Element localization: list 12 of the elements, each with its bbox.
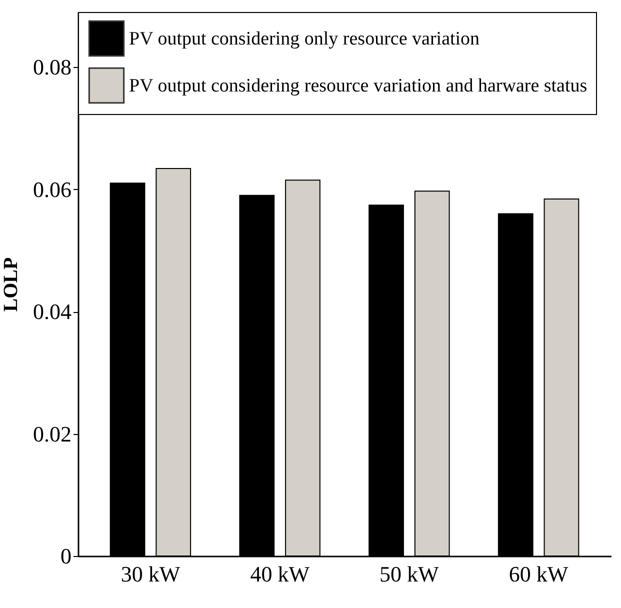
y-tick-label: 0.06: [33, 176, 72, 202]
y-axis-title: LOLP: [0, 257, 22, 312]
x-tick-label: 40 kW: [250, 562, 310, 586]
legend-label: PV output considering resource variation and harware status: [129, 76, 588, 96]
legend-label: PV output considering only resource variation: [129, 28, 480, 50]
x-tick-label: 30 kW: [120, 562, 180, 586]
y-tick-label: 0.02: [33, 421, 72, 446]
x-tick-label: 50 kW: [380, 562, 440, 586]
x-tick-label: 60 kW: [508, 562, 568, 586]
y-tick-label: 0.04: [33, 299, 72, 324]
y-tick-label: 0.08: [33, 54, 72, 80]
y-tick-label: 0: [60, 544, 72, 568]
